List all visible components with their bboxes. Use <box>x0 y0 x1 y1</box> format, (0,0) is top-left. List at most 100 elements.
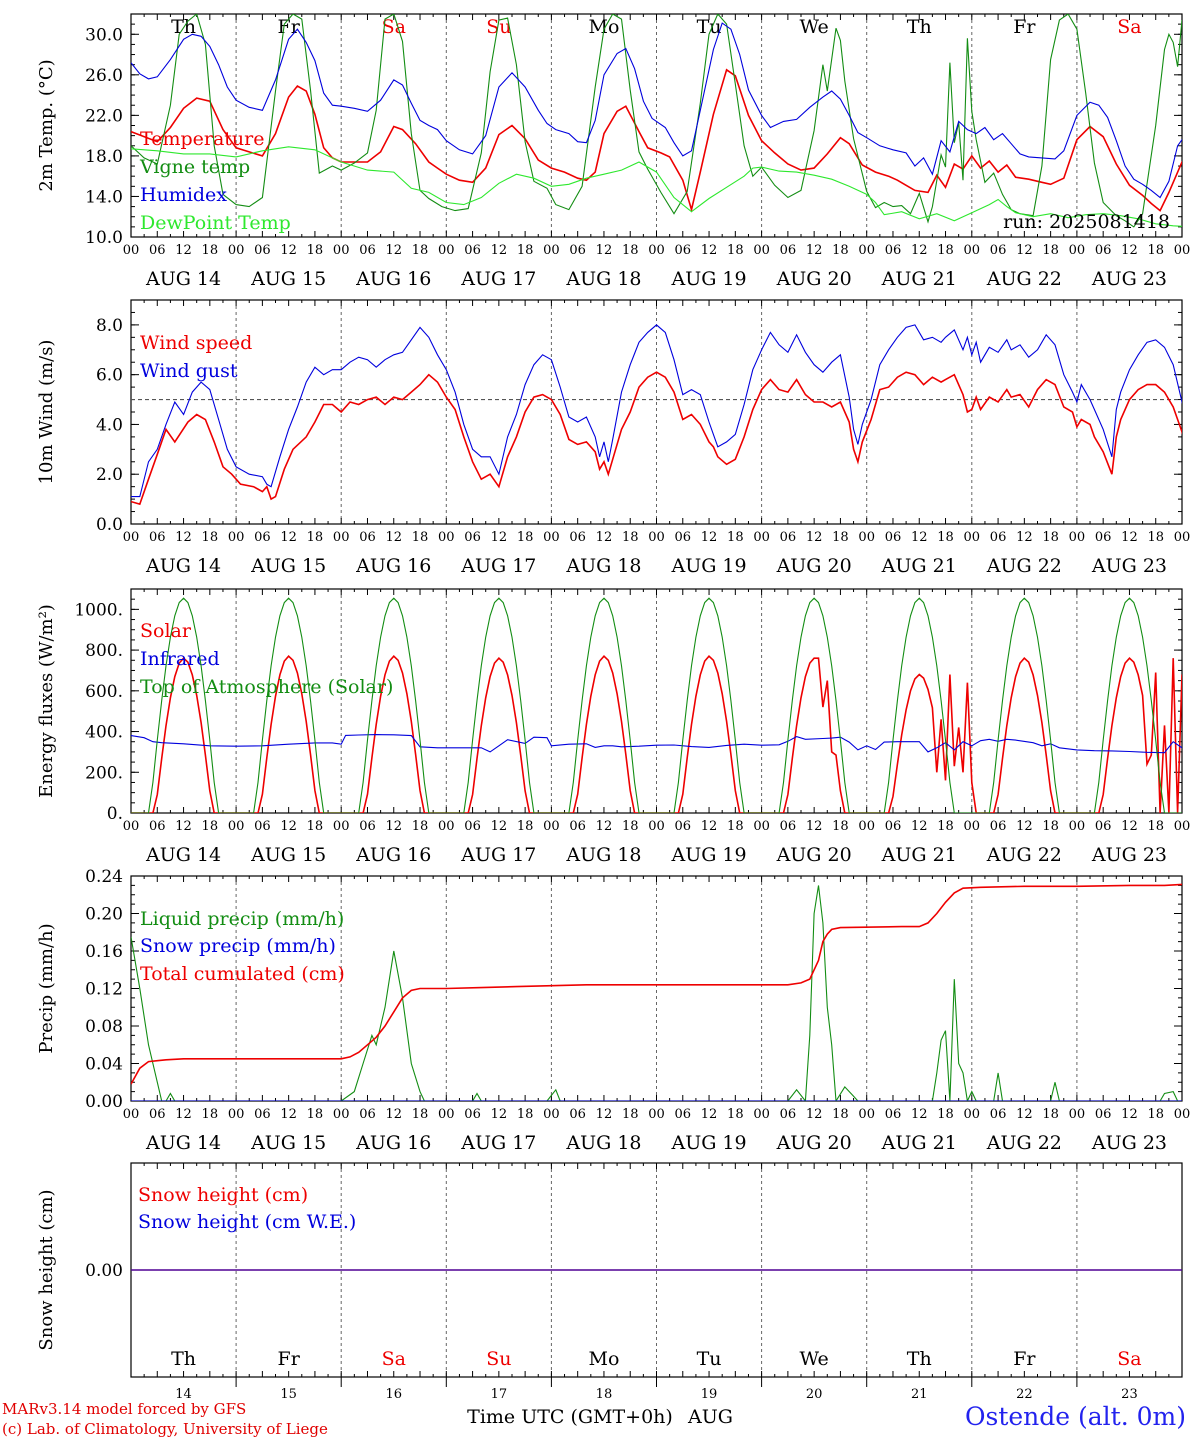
y-axis-title: Snow height (cm) <box>36 1189 57 1350</box>
hour-label: 06 <box>990 243 1007 258</box>
legend-entry: Snow height (cm W.E.) <box>138 1211 356 1233</box>
date-label: AUG 23 <box>1091 555 1167 577</box>
hour-label: 00 <box>333 819 350 834</box>
hour-label: 12 <box>491 530 508 545</box>
hour-label: 00 <box>1174 819 1191 834</box>
day-of-week-label: Sa <box>1117 1348 1141 1370</box>
hour-label: 12 <box>911 530 928 545</box>
hour-label: 12 <box>1121 1107 1138 1122</box>
hour-label: 06 <box>990 1107 1007 1122</box>
y-tick-label: 1000. <box>74 600 123 620</box>
hour-label: 18 <box>622 530 639 545</box>
y-tick-label: 30.0 <box>85 25 123 45</box>
date-label: AUG 20 <box>776 1132 852 1154</box>
hour-label: 18 <box>1042 530 1059 545</box>
date-label: AUG 18 <box>565 555 641 577</box>
hour-label: 12 <box>1121 819 1138 834</box>
hour-label: 18 <box>517 819 534 834</box>
hour-label: 00 <box>858 1107 875 1122</box>
legend-entry: Wind gust <box>140 360 238 382</box>
date-label: AUG 14 <box>145 555 221 577</box>
hour-label: 00 <box>648 1107 665 1122</box>
panel-frame <box>130 299 1183 525</box>
hour-label: 18 <box>937 819 954 834</box>
day-of-week-label: Su <box>486 16 511 38</box>
hour-label: 00 <box>964 243 981 258</box>
hour-label: 06 <box>254 1107 271 1122</box>
hour-label: 18 <box>832 243 849 258</box>
date-label: AUG 20 <box>776 844 852 866</box>
hour-label: 06 <box>675 819 692 834</box>
hour-label: 00 <box>648 243 665 258</box>
hour-label: 12 <box>1016 530 1033 545</box>
day-number-label: 21 <box>911 1387 928 1402</box>
date-label: AUG 21 <box>881 555 957 577</box>
hour-label: 00 <box>1174 243 1191 258</box>
hour-label: 12 <box>175 1107 192 1122</box>
hour-label: 18 <box>622 243 639 258</box>
hour-label: 18 <box>412 243 429 258</box>
date-label: AUG 20 <box>776 268 852 290</box>
date-label: AUG 22 <box>986 844 1062 866</box>
hour-label: 06 <box>675 243 692 258</box>
hour-label: 12 <box>596 530 613 545</box>
legend-entry: DewPoint Temp <box>140 212 291 234</box>
date-label: AUG 21 <box>881 1132 957 1154</box>
x-axis-title: Time UTC (GMT+0h) <box>467 1406 673 1428</box>
hour-label: 12 <box>491 819 508 834</box>
y-axis-title: 2m Temp. (°C) <box>36 59 57 191</box>
series-line <box>131 885 1182 1101</box>
series-line <box>131 22 1182 199</box>
hour-label: 00 <box>333 530 350 545</box>
series-line <box>131 597 1182 813</box>
legend-entry: Total cumulated (cm) <box>140 963 345 985</box>
date-label: AUG 19 <box>670 555 746 577</box>
date-label: AUG 14 <box>145 268 221 290</box>
hour-label: 06 <box>359 819 376 834</box>
y-tick-label: 26.0 <box>85 66 123 86</box>
hour-label: 12 <box>280 530 297 545</box>
hour-label: 18 <box>1042 1107 1059 1122</box>
hour-label: 18 <box>937 530 954 545</box>
hour-label: 12 <box>701 243 718 258</box>
day-of-week-label: Fr <box>278 1348 301 1370</box>
date-label: AUG 15 <box>250 268 326 290</box>
y-tick-label: 0. <box>107 804 123 824</box>
date-label: AUG 17 <box>460 1132 536 1154</box>
day-number-label: 15 <box>280 1387 297 1402</box>
legend-entry: Snow precip (mm/h) <box>140 935 336 957</box>
hour-label: 06 <box>464 819 481 834</box>
hour-label: 06 <box>464 1107 481 1122</box>
hour-label: 00 <box>753 1107 770 1122</box>
hour-label: 06 <box>149 530 166 545</box>
day-of-week-label: Fr <box>1013 1348 1036 1370</box>
hour-label: 18 <box>412 530 429 545</box>
hour-label: 00 <box>648 819 665 834</box>
hour-label: 06 <box>885 1107 902 1122</box>
hour-label: 18 <box>1147 530 1164 545</box>
hour-label: 00 <box>964 530 981 545</box>
hour-label: 00 <box>858 819 875 834</box>
day-of-week-label: Th <box>171 1348 196 1370</box>
hour-label: 12 <box>385 243 402 258</box>
y-tick-label: 0.24 <box>85 867 123 887</box>
date-label: AUG 21 <box>881 844 957 866</box>
hour-label: 12 <box>175 530 192 545</box>
hour-label: 18 <box>1042 819 1059 834</box>
hour-label: 12 <box>701 819 718 834</box>
hour-label: 12 <box>806 243 823 258</box>
date-label: AUG 20 <box>776 555 852 577</box>
hour-label: 12 <box>175 243 192 258</box>
hour-label: 00 <box>543 819 560 834</box>
y-tick-label: 0.04 <box>85 1055 123 1075</box>
hour-label: 12 <box>385 819 402 834</box>
hour-label: 00 <box>438 243 455 258</box>
series-line <box>131 68 1182 213</box>
hour-label: 12 <box>1016 1107 1033 1122</box>
hour-label: 00 <box>228 819 245 834</box>
day-of-week-label: Tu <box>697 16 722 38</box>
hour-label: 18 <box>622 1107 639 1122</box>
hour-label: 00 <box>1069 530 1086 545</box>
hour-label: 06 <box>464 243 481 258</box>
hour-label: 06 <box>990 530 1007 545</box>
